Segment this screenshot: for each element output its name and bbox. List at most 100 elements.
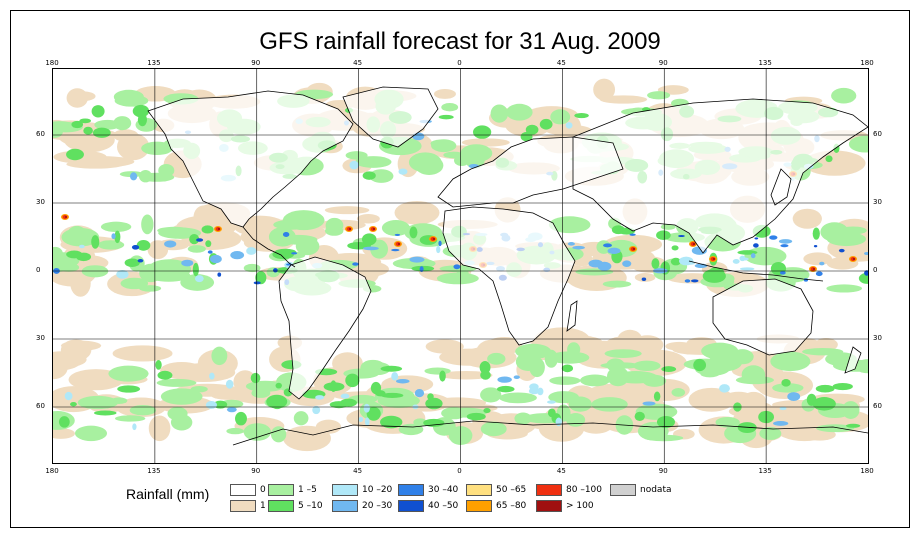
- longitude-tick-label: 90: [251, 467, 261, 475]
- legend-swatch: [230, 484, 256, 496]
- rain-area-1-5mm: [139, 263, 163, 283]
- rain-area-30-50mm: [780, 244, 789, 248]
- rain-area-1mm: [148, 415, 171, 442]
- rain-area-1-5mm: [77, 395, 119, 410]
- rain-area-10-30mm: [529, 383, 539, 391]
- legend-label: nodata: [640, 485, 672, 495]
- rain-area-1mm: [792, 208, 822, 229]
- rain-area-10-30mm: [436, 245, 441, 254]
- rain-area-30-50mm: [137, 259, 144, 263]
- rain-area-5-10mm: [479, 360, 491, 374]
- rain-area-1-5mm: [180, 274, 215, 291]
- rain-area-5-10mm: [235, 411, 247, 426]
- longitude-tick-label: 180: [860, 467, 874, 475]
- rain-area-10-30mm: [778, 239, 793, 244]
- rain-area-10-30mm: [642, 401, 656, 406]
- rain-area-5-10mm: [708, 267, 725, 279]
- rain-area-5-10mm: [480, 370, 491, 380]
- rain-area-10-30mm: [679, 256, 694, 266]
- legend-label: 30 –40: [428, 485, 459, 495]
- longitude-tick-label: 45: [353, 467, 363, 475]
- rain-area-5-10mm: [79, 118, 92, 124]
- rain-area-1-5mm: [325, 217, 344, 233]
- rain-area-1-5mm: [94, 119, 121, 130]
- rain-area-5-10mm: [157, 370, 173, 380]
- rain-area-10-30mm: [395, 378, 410, 384]
- rain-area-10-30mm: [230, 251, 245, 260]
- legend-label: 65 –80: [496, 501, 527, 511]
- land-fill: [567, 301, 577, 331]
- rain-area-5-10mm: [72, 149, 82, 158]
- madagascar-outline: [566, 300, 578, 332]
- rain-area-10-30mm: [358, 416, 364, 423]
- rain-area-30-50mm: [864, 270, 868, 276]
- rain-area-5-10mm: [496, 385, 515, 393]
- rain-area-1mm: [70, 269, 91, 297]
- rain-area-1mm: [814, 338, 838, 352]
- rain-area-10-30mm: [622, 260, 632, 267]
- rain-area-5-10mm: [91, 235, 100, 249]
- longitude-tick-label: 45: [556, 59, 566, 67]
- rain-area-1-5mm: [245, 380, 285, 392]
- rainfall-map: [52, 68, 869, 464]
- rain-area-5-10mm: [340, 398, 357, 407]
- rain-area-5-10mm: [781, 379, 791, 387]
- rain-area-over-100mm: [64, 216, 68, 218]
- rain-area-10-30mm: [414, 389, 425, 398]
- rain-area-1-5mm: [158, 163, 175, 178]
- rain-area-1-5mm: [550, 109, 571, 125]
- rain-area-1-5mm: [606, 358, 625, 372]
- rain-area-5-10mm: [656, 230, 671, 241]
- rain-area-10-30mm: [607, 247, 621, 254]
- map-canvas: [53, 69, 868, 463]
- south-america-outline: [278, 256, 372, 400]
- rain-area-5-10mm: [423, 418, 445, 427]
- rain-area-1-5mm: [759, 427, 782, 440]
- legend-swatch: [332, 484, 358, 496]
- rain-area-1mm: [356, 213, 380, 224]
- legend-swatch: [466, 484, 492, 496]
- latitude-tick-label: 30: [873, 334, 882, 342]
- rain-area-1-5mm: [61, 227, 100, 247]
- rain-area-5-10mm: [137, 113, 148, 127]
- rain-area-5-10mm: [192, 262, 199, 277]
- legend-swatch: [398, 500, 424, 512]
- longitude-tick-label: 135: [147, 59, 161, 67]
- rain-area-5-10mm: [124, 258, 140, 268]
- rain-area-1-5mm: [506, 103, 533, 121]
- legend-swatch: [230, 500, 256, 512]
- rain-area-30-50mm: [391, 248, 400, 252]
- rain-area-30-50mm: [217, 272, 222, 277]
- rain-area-5-10mm: [205, 240, 212, 248]
- rain-area-1-5mm: [465, 152, 485, 169]
- rain-area-30-50mm: [453, 264, 461, 270]
- latitude-tick-label: 60: [36, 130, 45, 138]
- rain-area-30-50mm: [282, 231, 290, 237]
- rain-area-10-30mm: [739, 257, 749, 261]
- rain-area-1-5mm: [398, 423, 424, 436]
- figure-frame: [10, 10, 910, 528]
- legend-label: 40 –50: [428, 501, 459, 511]
- rain-area-10-30mm: [409, 256, 425, 263]
- rain-area-5-10mm: [330, 380, 337, 392]
- rain-area-1-5mm: [700, 371, 720, 378]
- rain-area-30-50mm: [253, 281, 261, 285]
- rain-area-1mm: [688, 387, 735, 412]
- antarctica-outline: [232, 420, 868, 446]
- rain-area-5-10mm: [92, 127, 111, 138]
- rain-area-1-5mm: [129, 404, 157, 416]
- rain-area-10-30mm: [362, 246, 379, 251]
- rain-area-5-10mm: [670, 257, 681, 266]
- rain-area-10-30mm: [819, 261, 825, 266]
- rain-area-5-10mm: [362, 171, 376, 180]
- rain-area-10-30mm: [226, 407, 237, 413]
- rain-area-1-5mm: [345, 151, 368, 160]
- rain-area-30-50mm: [838, 248, 845, 253]
- rain-area-over-100mm: [217, 228, 221, 230]
- rain-area-1-5mm: [108, 365, 149, 382]
- rain-area-5-10mm: [381, 392, 404, 398]
- longitude-tick-label: 90: [251, 59, 261, 67]
- legend-swatch: [466, 500, 492, 512]
- japan-outline: [770, 168, 792, 206]
- rain-area-5-10mm: [370, 381, 382, 395]
